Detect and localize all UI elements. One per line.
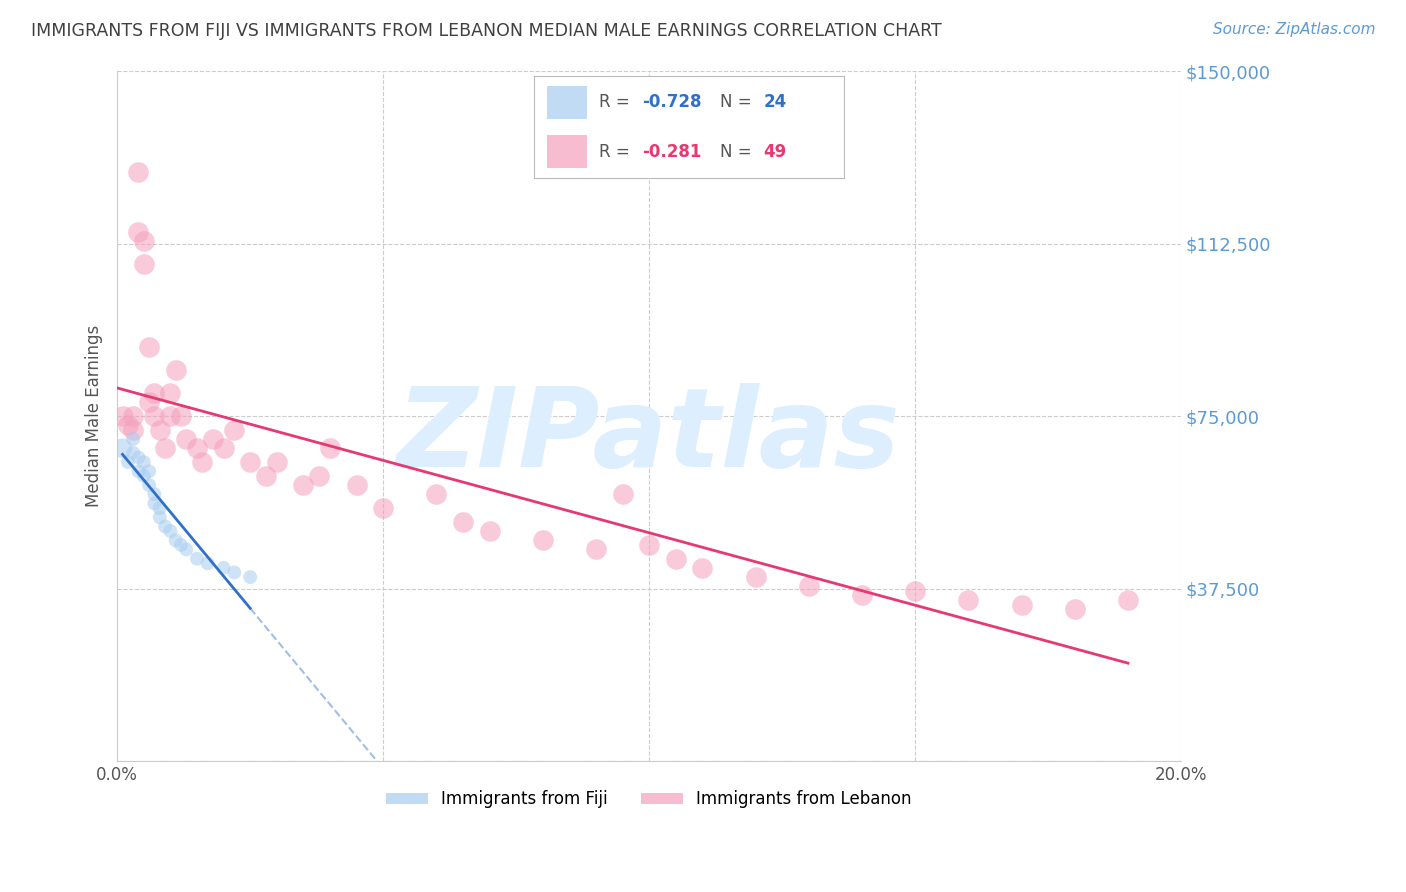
Point (143, 496, 166, 510)
Text: IMMIGRANTS FROM FIJI VS IMMIGRANTS FROM LEBANON MEDIAN MALE EARNINGS CORRELATION: IMMIGRANTS FROM FIJI VS IMMIGRANTS FROM … (31, 22, 942, 40)
Text: 24: 24 (763, 94, 786, 112)
Point (239, 570, 262, 584)
Point (149, 510, 172, 524)
Point (122, 409, 145, 423)
Text: R =: R = (599, 143, 636, 161)
Point (612, 487, 634, 501)
Point (127, 225, 149, 239)
Point (176, 542, 198, 557)
Point (159, 524, 181, 538)
Point (191, 455, 214, 469)
Text: 49: 49 (763, 143, 786, 161)
Point (165, 363, 187, 377)
Point (176, 432, 198, 446)
Point (451, 515, 474, 529)
Point (224, 423, 246, 437)
Point (744, 570, 766, 584)
Point (851, 589, 873, 603)
Point (1011, 598, 1033, 612)
Point (531, 533, 554, 548)
Point (1063, 602, 1085, 616)
Point (159, 409, 181, 423)
Point (117, 455, 139, 469)
Point (212, 442, 235, 456)
Point (117, 418, 139, 433)
Point (239, 455, 262, 469)
Point (122, 446, 145, 460)
Point (127, 165, 149, 179)
Text: -0.281: -0.281 (643, 143, 702, 161)
Point (308, 468, 330, 483)
Point (122, 432, 145, 446)
Point (127, 450, 149, 465)
Bar (547, 136, 586, 168)
Point (138, 395, 160, 409)
Point (346, 478, 368, 492)
Point (957, 593, 980, 607)
Point (692, 561, 714, 575)
Point (170, 538, 193, 552)
Point (138, 340, 160, 354)
Point (1116, 593, 1139, 607)
Point (127, 464, 149, 478)
Point (319, 442, 342, 456)
Point (373, 501, 395, 516)
Point (165, 533, 187, 548)
Text: ZIPatlas: ZIPatlas (398, 384, 901, 491)
Point (149, 423, 172, 437)
Point (478, 524, 501, 538)
Point (292, 478, 315, 492)
Point (111, 442, 134, 456)
Point (266, 455, 288, 469)
Point (224, 566, 246, 580)
Point (425, 487, 447, 501)
Point (143, 487, 166, 501)
Legend: Immigrants from Fiji, Immigrants from Lebanon: Immigrants from Fiji, Immigrants from Le… (380, 783, 918, 815)
Point (186, 551, 208, 566)
Point (904, 583, 927, 598)
Text: N =: N = (720, 94, 756, 112)
Y-axis label: Median Male Earnings: Median Male Earnings (86, 325, 103, 508)
Point (186, 442, 208, 456)
Point (153, 442, 176, 456)
Bar (547, 87, 586, 119)
Point (143, 386, 166, 401)
Point (153, 519, 176, 533)
Point (212, 561, 235, 575)
Point (122, 423, 145, 437)
Point (138, 464, 160, 478)
Point (797, 579, 820, 593)
Point (111, 409, 134, 423)
Text: -0.728: -0.728 (643, 94, 702, 112)
Point (143, 409, 166, 423)
Point (132, 234, 155, 248)
Point (585, 542, 607, 557)
Point (132, 455, 155, 469)
Text: Source: ZipAtlas.com: Source: ZipAtlas.com (1212, 22, 1375, 37)
Point (201, 432, 224, 446)
Text: N =: N = (720, 143, 756, 161)
Point (132, 468, 155, 483)
Text: R =: R = (599, 94, 636, 112)
Point (197, 556, 219, 570)
Point (159, 386, 181, 401)
Point (149, 501, 172, 516)
Point (665, 551, 688, 566)
Point (132, 257, 155, 271)
Point (638, 538, 661, 552)
Point (254, 468, 277, 483)
Point (138, 478, 160, 492)
Point (170, 409, 193, 423)
